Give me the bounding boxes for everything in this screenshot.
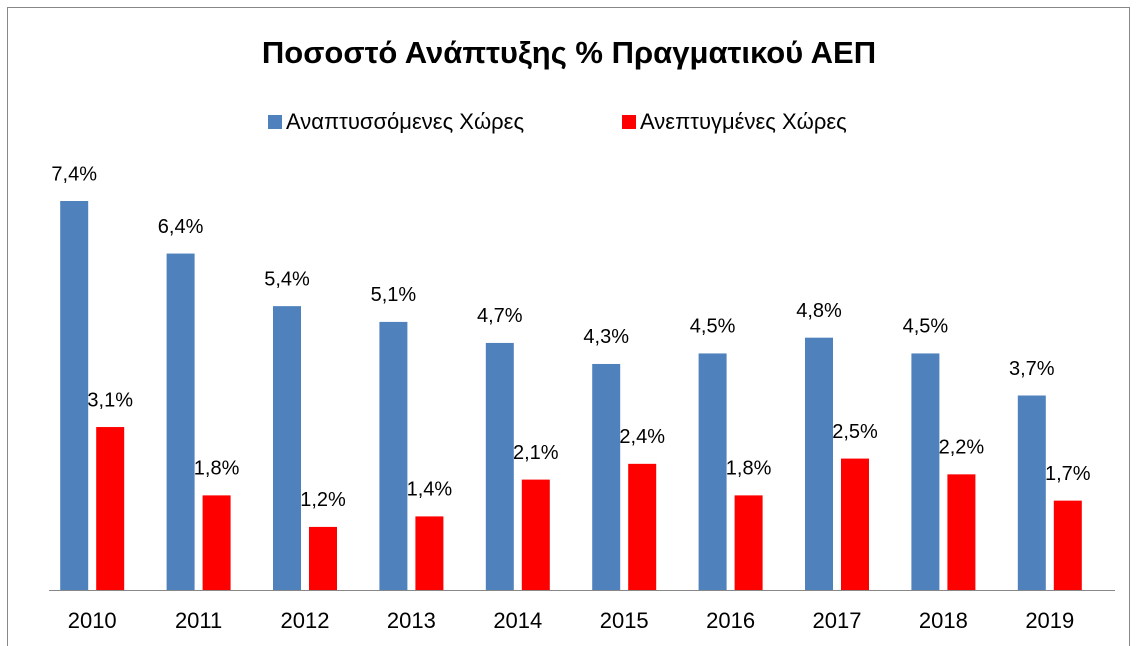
data-label: 3,7% — [1009, 358, 1055, 380]
data-label: 4,5% — [690, 316, 736, 338]
data-label: 2,5% — [832, 421, 878, 443]
bar — [805, 337, 833, 590]
x-tick-label: 2010 — [68, 608, 117, 633]
data-label: 5,1% — [371, 284, 417, 306]
x-tick-label: 2011 — [175, 608, 222, 633]
x-tick-label: 2015 — [600, 608, 649, 633]
x-tick-label: 2019 — [1025, 608, 1074, 633]
data-label: 4,7% — [477, 305, 523, 327]
x-tick-label: 2018 — [919, 608, 968, 633]
bar — [947, 474, 976, 590]
x-tick-label: 2016 — [706, 608, 755, 633]
bar — [734, 495, 763, 590]
data-label: 2,4% — [619, 426, 665, 448]
bar — [96, 427, 125, 590]
data-label: 5,4% — [264, 268, 310, 290]
x-tick-label: 2012 — [281, 608, 330, 633]
bar — [379, 321, 408, 590]
bar — [166, 253, 195, 590]
bar — [1017, 395, 1046, 590]
x-tick-label: 2014 — [493, 608, 542, 633]
data-label: 7,4% — [51, 163, 97, 185]
data-label: 1,8% — [726, 458, 772, 480]
bar — [60, 201, 89, 590]
data-label: 4,3% — [583, 326, 629, 348]
data-label: 1,2% — [300, 489, 346, 511]
bar — [485, 342, 514, 590]
data-label: 2,2% — [939, 437, 985, 459]
legend-swatch — [622, 115, 636, 129]
data-label: 2,1% — [513, 442, 559, 464]
data-label: 1,8% — [194, 458, 240, 480]
legend-label: Ανεπτυγμένες Χώρες — [640, 109, 847, 134]
bar — [415, 516, 444, 590]
bar — [628, 463, 657, 590]
bar — [273, 306, 301, 590]
bar — [309, 526, 337, 590]
data-label: 3,1% — [87, 389, 133, 411]
data-label: 4,8% — [796, 300, 842, 322]
legend-swatch — [268, 115, 282, 129]
x-tick-label: 2013 — [387, 608, 436, 633]
bar — [911, 353, 940, 590]
legend-label: Αναπτυσσόμενες Χώρες — [286, 109, 524, 134]
chart-title: Ποσοστό Ανάπτυξης % Πραγματικού ΑΕΠ — [262, 35, 876, 70]
bar — [521, 479, 550, 590]
data-label: 4,5% — [903, 316, 949, 338]
data-label: 6,4% — [158, 216, 204, 238]
bar — [698, 353, 727, 590]
x-tick-label: 2017 — [813, 608, 862, 633]
bar — [592, 363, 621, 590]
bar — [1053, 500, 1082, 590]
data-label: 1,7% — [1045, 463, 1091, 485]
bar — [841, 458, 869, 590]
data-label: 1,4% — [407, 479, 453, 501]
bar — [202, 495, 231, 590]
